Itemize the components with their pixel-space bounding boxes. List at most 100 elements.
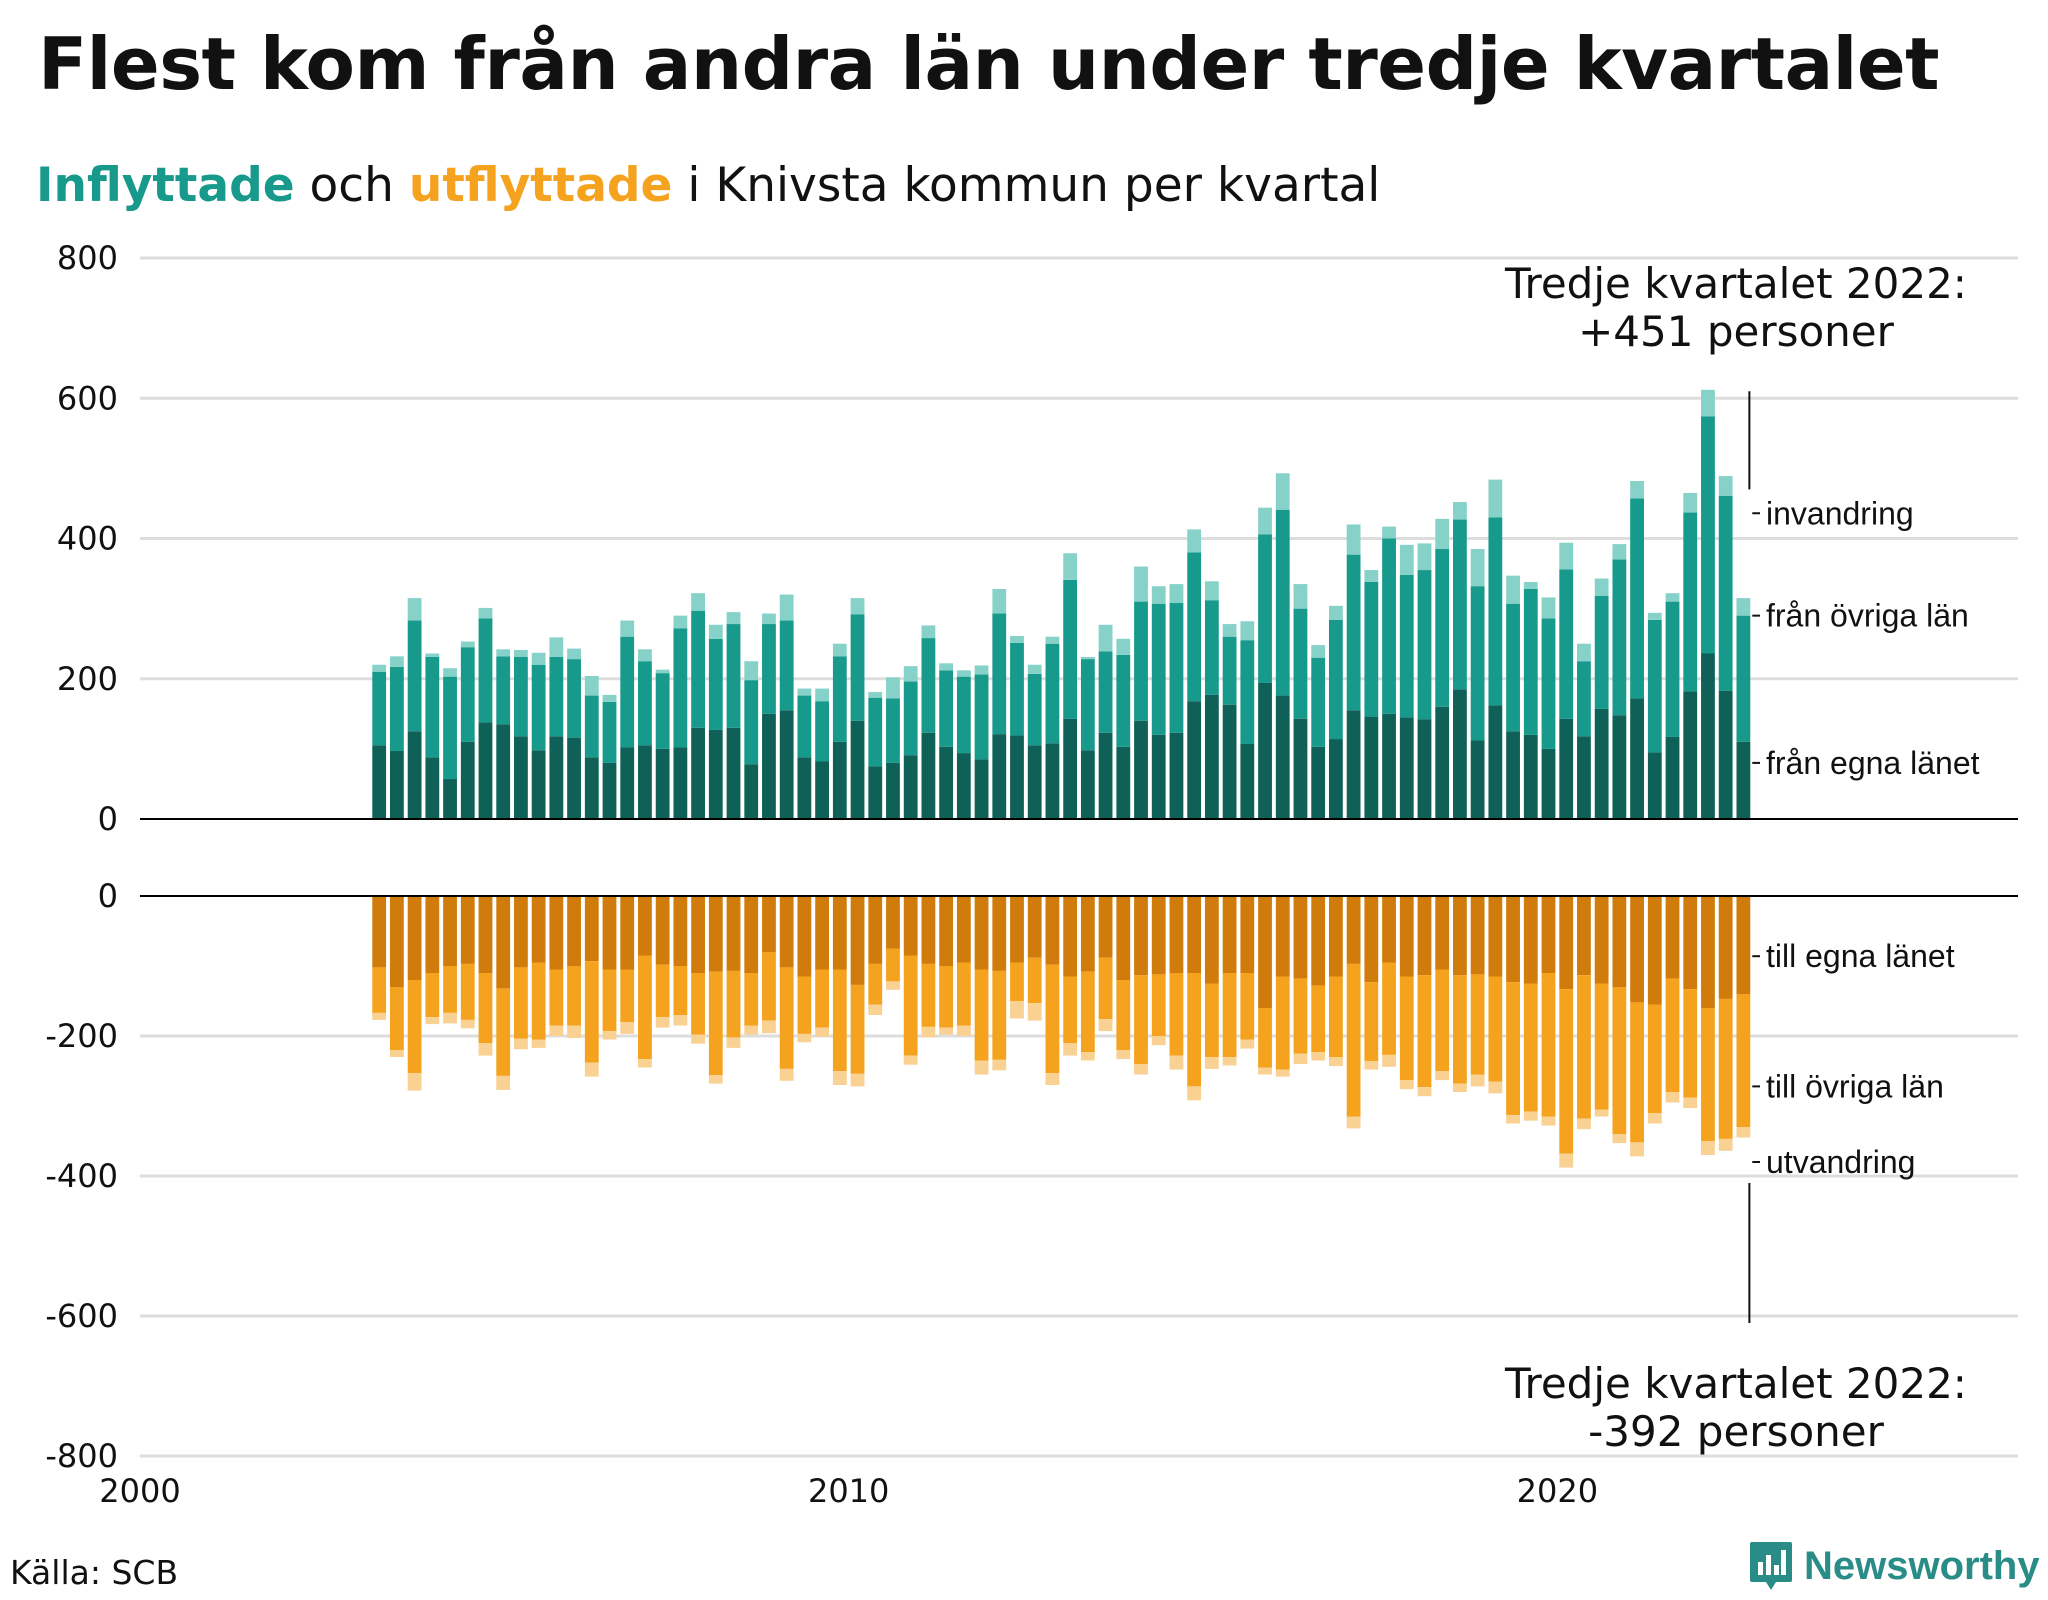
bar-in-own-county [1293,718,1308,819]
bar-in-own-county [1683,691,1698,819]
bar-out-other-counties [779,967,794,1069]
bar-in-own-county [1718,690,1733,819]
bar-in-own-county [1080,750,1095,819]
bar-in-other-counties [1701,416,1715,654]
bar-out-emigration [1701,1141,1715,1155]
bar-out-other-counties [903,955,918,1056]
bar-in-immigration [1311,645,1326,658]
bar-in-own-county [1328,739,1343,819]
bar-in-other-counties [779,620,794,711]
bar-in-other-counties [443,676,457,780]
bar-out-other-counties [496,988,511,1076]
bar-in-other-counties [584,695,599,758]
bar-in-own-county [673,747,688,819]
bar-in-immigration [1169,584,1184,604]
bar-out-other-counties [1098,957,1113,1020]
bar-out-emigration [1736,1127,1751,1138]
bar-in-own-county [1151,734,1166,819]
bar-out-emigration [744,1025,759,1035]
bar-in-immigration [1222,624,1237,637]
bar-in-immigration [407,598,422,621]
bar-in-other-counties [389,666,404,751]
bar-in-other-counties [708,638,723,730]
bar-in-other-counties [1204,600,1219,695]
y-tick-label: 0 [98,877,118,915]
bar-out-other-counties [1701,1008,1715,1141]
bar-out-other-counties [992,970,1007,1060]
bar-in-immigration [1151,586,1166,604]
subtitle-och: och [294,158,409,213]
bar-out-other-counties [1116,980,1131,1050]
bar-out-own-county [1116,896,1131,980]
bar-in-own-county [779,710,794,819]
y-tick-label: 0 [98,800,118,838]
x-tick-label: 2000 [99,1472,180,1510]
bar-in-other-counties [797,695,812,758]
bar-out-own-county [744,896,759,973]
bar-out-emigration [956,1025,971,1036]
bar-in-own-county [1346,710,1361,819]
bar-in-immigration [1240,621,1255,641]
bar-out-other-counties [1453,975,1467,1084]
bar-out-emigration [1151,1036,1166,1046]
bar-in-other-counties [939,670,954,747]
bar-out-own-county [602,896,617,970]
bar-in-own-county [832,741,847,819]
bar-out-own-county [1523,896,1538,984]
bar-in-immigration [1453,502,1467,520]
bar-in-own-county [549,736,564,819]
bar-out-other-counties [549,969,564,1026]
bar-in-other-counties [1169,603,1184,733]
bar-in-own-county [762,713,776,819]
bar-out-other-counties [1027,957,1042,1004]
bar-out-emigration [1559,1153,1574,1168]
bar-in-immigration [762,613,776,625]
bar-out-other-counties [1275,976,1290,1070]
bar-in-other-counties [1258,534,1272,683]
bar-in-immigration [956,670,971,677]
bar-out-emigration [1541,1116,1556,1126]
bar-in-other-counties [886,698,900,763]
bar-out-own-county [1594,896,1609,984]
bar-in-immigration [1647,612,1662,620]
bar-out-own-county [992,896,1007,971]
bar-out-own-county [460,896,475,964]
bar-out-emigration [797,1033,812,1043]
bar-out-emigration [850,1073,865,1087]
bar-out-other-counties [868,963,883,1005]
bar-out-emigration [531,1039,546,1048]
bar-out-other-counties [744,973,759,1026]
bar-in-other-counties [1523,588,1538,735]
bar-in-other-counties [531,664,546,751]
bar-in-immigration [1559,542,1574,570]
bar-out-emigration [1718,1138,1733,1151]
bar-in-immigration [372,664,387,672]
bar-out-emigration [1577,1118,1591,1130]
bar-in-immigration [868,692,883,698]
bar-out-own-county [1577,896,1591,976]
bar-in-own-county [939,746,954,819]
bar-out-own-county [691,896,705,973]
legend-label: från övriga län [1766,598,1969,634]
bar-out-emigration [1116,1050,1131,1060]
bar-in-own-county [850,720,865,819]
bar-out-other-counties [921,963,936,1027]
bar-out-other-counties [1293,978,1308,1054]
bar-in-own-county [1311,746,1326,819]
bar-in-other-counties [1506,603,1520,732]
bar-out-other-counties [1080,971,1095,1053]
bar-in-own-county [1204,694,1219,819]
bar-out-own-county [1417,896,1432,976]
bar-out-own-county [1151,896,1166,975]
bar-out-own-county [779,896,794,968]
bar-in-own-county [460,741,475,819]
bar-in-immigration [1258,507,1272,535]
bar-out-emigration [1364,1061,1379,1070]
bar-out-own-county [1187,896,1202,973]
bar-in-other-counties [1045,643,1060,744]
bar-in-immigration [1718,476,1733,496]
bar-in-immigration [939,663,954,671]
bar-out-other-counties [1630,1002,1644,1143]
bar-out-own-county [514,896,528,968]
bar-in-own-county [903,755,918,819]
